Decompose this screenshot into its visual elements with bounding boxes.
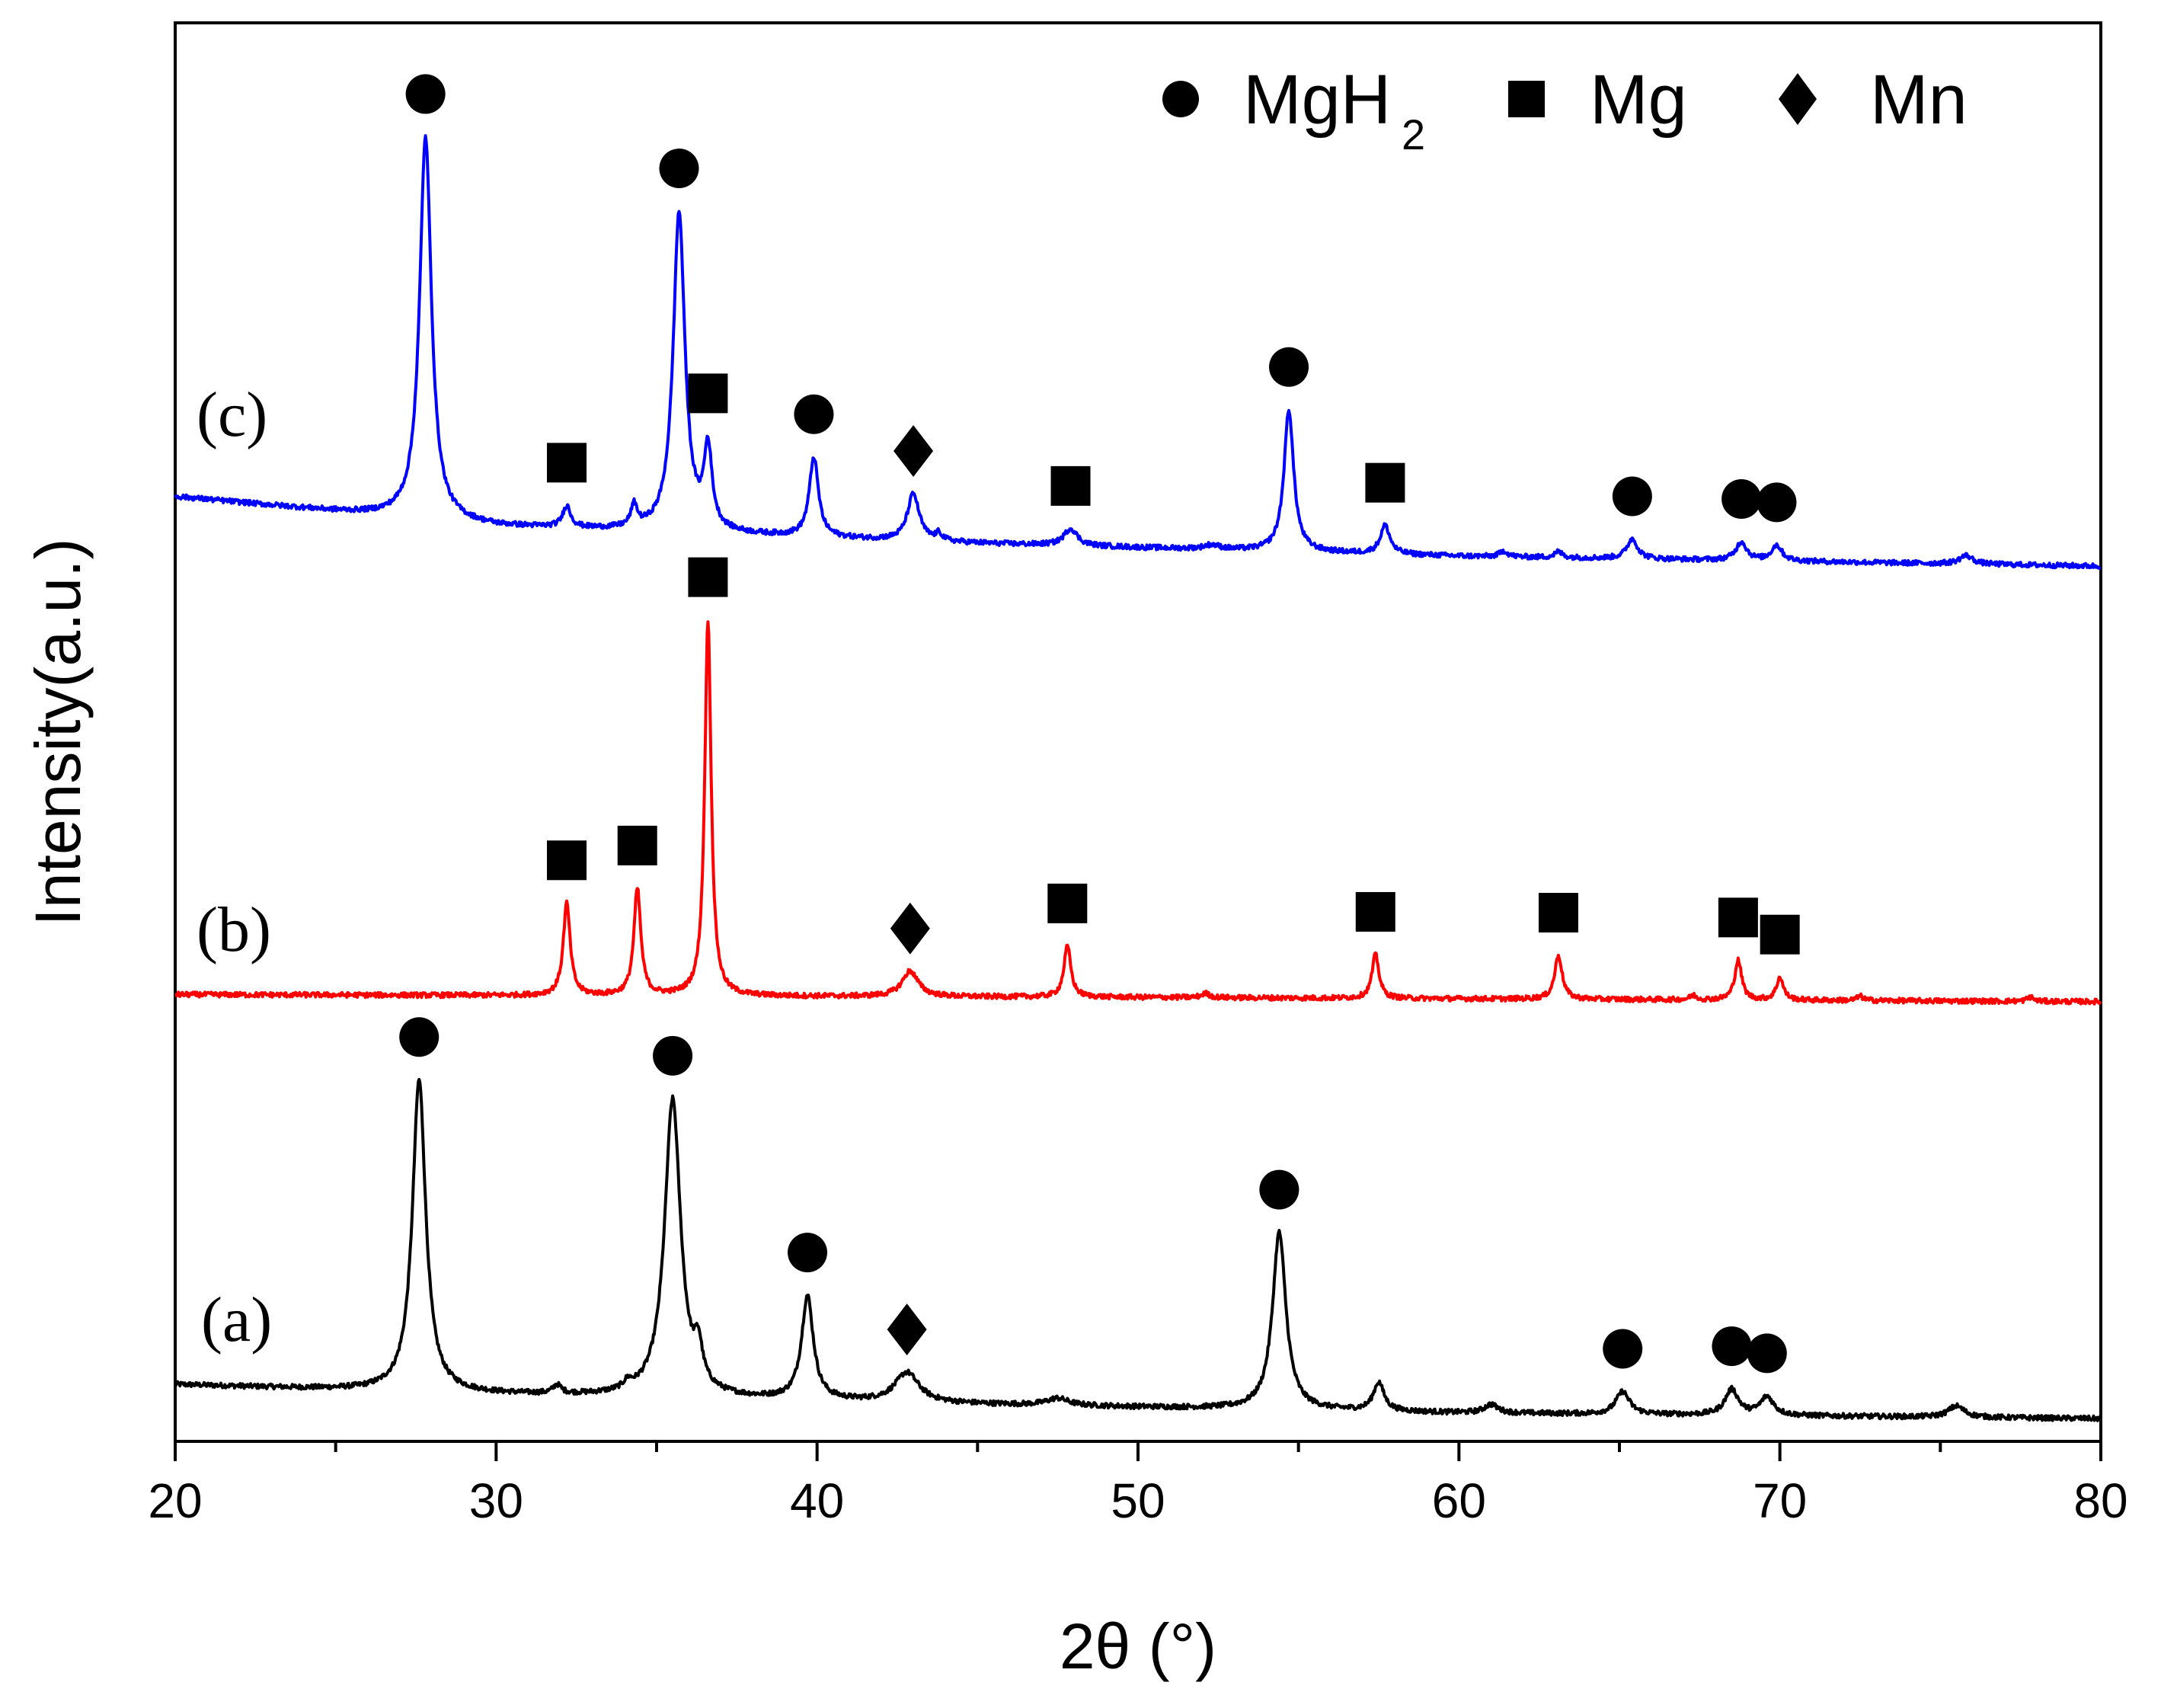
series-layer bbox=[174, 134, 2102, 1422]
peak-marker-circle-icon bbox=[794, 394, 834, 434]
x-axis-title: 2θ (°) bbox=[1060, 1610, 1216, 1682]
peak-marker-circle-icon bbox=[788, 1233, 828, 1273]
peak-marker-square-icon bbox=[1355, 891, 1395, 932]
legend-label-mg: Mg bbox=[1590, 61, 1687, 139]
x-tick-label: 40 bbox=[790, 1473, 844, 1528]
x-tick-label: 70 bbox=[1753, 1473, 1807, 1528]
x-axis-ticks: 20 30 40 50 60 70 80 bbox=[148, 1441, 2128, 1528]
peak-marker-diamond-icon bbox=[890, 902, 930, 955]
peak-marker-circle-icon bbox=[1269, 347, 1309, 387]
series-line-b bbox=[174, 620, 2102, 1006]
x-tick-label: 60 bbox=[1432, 1473, 1486, 1528]
legend-item-mn: Mn bbox=[1779, 61, 1968, 139]
peak-marker-circle-icon bbox=[1747, 1333, 1787, 1374]
legend-label-mgh2: MgH bbox=[1243, 61, 1391, 139]
x-tick-label: 50 bbox=[1111, 1473, 1165, 1528]
legend-subscript-mgh2: 2 bbox=[1402, 110, 1425, 158]
curve-label-a: (a) bbox=[201, 1284, 272, 1355]
peak-marker-square-icon bbox=[547, 443, 587, 483]
plot-frame bbox=[174, 21, 2102, 1443]
peak-marker-circle-icon bbox=[1757, 482, 1797, 523]
peak-marker-diamond-icon bbox=[893, 424, 934, 477]
peak-marker-circle-icon bbox=[1712, 1326, 1752, 1367]
peak-marker-square-icon bbox=[547, 840, 587, 881]
x-tick-label: 80 bbox=[2073, 1473, 2127, 1528]
legend-square-icon bbox=[1508, 81, 1545, 117]
peak-marker-diamond-icon bbox=[887, 1303, 927, 1356]
legend-diamond-icon bbox=[1779, 73, 1817, 125]
curve-label-c: (c) bbox=[197, 379, 267, 450]
peak-marker-square-icon bbox=[1050, 465, 1091, 506]
y-axis-title: Intensity(a.u.) bbox=[22, 539, 94, 926]
legend-circle-icon bbox=[1162, 81, 1199, 117]
legend: MgH 2 Mg Mn bbox=[1162, 61, 1968, 158]
peak-marker-circle-icon bbox=[1721, 478, 1762, 519]
peak-marker-square-icon bbox=[1047, 883, 1088, 923]
peak-marker-circle-icon bbox=[1603, 1329, 1643, 1369]
x-tick-label: 30 bbox=[469, 1473, 523, 1528]
peak-marker-square-icon bbox=[1365, 462, 1405, 503]
peak-marker-circle-icon bbox=[1259, 1169, 1299, 1210]
legend-item-mgh2: MgH 2 bbox=[1162, 61, 1425, 158]
peak-marker-square-icon bbox=[1718, 897, 1758, 938]
curve-label-b: (b) bbox=[197, 894, 271, 965]
peak-marker-circle-icon bbox=[399, 1017, 440, 1057]
peak-marker-square-icon bbox=[688, 373, 728, 414]
peak-marker-circle-icon bbox=[405, 74, 446, 114]
legend-item-mg: Mg bbox=[1508, 61, 1687, 139]
peak-marker-square-icon bbox=[1538, 893, 1578, 933]
x-tick-label: 20 bbox=[148, 1473, 202, 1528]
peak-marker-square-icon bbox=[688, 557, 728, 597]
peak-marker-circle-icon bbox=[1612, 476, 1652, 517]
series-line-a bbox=[174, 1077, 2102, 1422]
series-line-c bbox=[174, 134, 2102, 570]
peak-marker-circle-icon bbox=[653, 1035, 693, 1076]
peak-marker-layer bbox=[399, 74, 1800, 1374]
peak-marker-square-icon bbox=[1760, 914, 1800, 955]
peak-marker-square-icon bbox=[617, 825, 657, 865]
legend-label-mn: Mn bbox=[1870, 61, 1968, 139]
peak-marker-circle-icon bbox=[659, 149, 699, 189]
